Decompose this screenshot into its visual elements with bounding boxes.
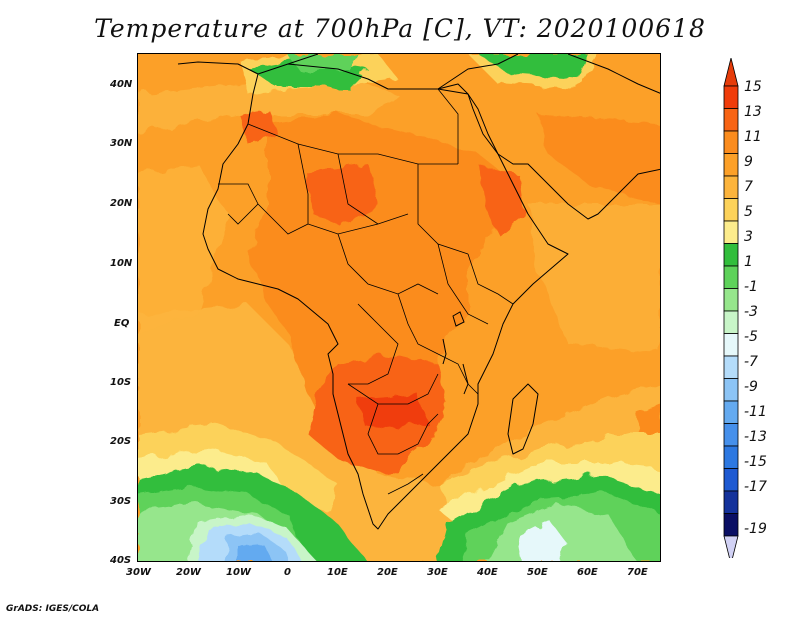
lat-label-30s: 30S bbox=[110, 496, 132, 507]
colorbar-box-9 bbox=[723, 288, 739, 312]
iberia-coast bbox=[177, 61, 259, 75]
lat-label-40s: 40S bbox=[110, 555, 132, 566]
colorbar-label-7: 7 bbox=[744, 179, 753, 195]
colorbar-label-minus17: -17 bbox=[744, 479, 767, 495]
lake-tanganyika bbox=[442, 338, 447, 365]
colorbar bbox=[723, 58, 739, 558]
colorbar-box-5 bbox=[723, 198, 739, 222]
colorbar-box-4 bbox=[723, 175, 739, 199]
lon-label-10w: 10W bbox=[226, 567, 251, 578]
colorbar-label-minus1: -1 bbox=[744, 279, 758, 295]
lat-label-10s: 10S bbox=[110, 377, 132, 388]
colorbar-label-15: 15 bbox=[744, 79, 762, 95]
red-sea-arabia-coast bbox=[437, 83, 660, 220]
madagascar-coastline bbox=[507, 383, 539, 455]
map-title: Temperature at 700hPa [C], VT: 202010061… bbox=[94, 14, 706, 43]
colorbar-label-9: 9 bbox=[744, 154, 753, 170]
lon-label-60e: 60E bbox=[577, 567, 598, 578]
colorbar-box-13 bbox=[723, 378, 739, 402]
colorbar-label-minus9: -9 bbox=[744, 379, 758, 395]
colorbar-label-minus5: -5 bbox=[744, 329, 758, 345]
persia-coast bbox=[567, 54, 660, 94]
lake-victoria bbox=[452, 311, 465, 327]
lon-label-70e: 70E bbox=[627, 567, 648, 578]
lon-label-0: 0 bbox=[284, 567, 291, 578]
colorbar-box-7 bbox=[723, 243, 739, 267]
lat-label-40n: 40N bbox=[110, 79, 133, 90]
field-minus5-to-minus3-se bbox=[518, 519, 568, 561]
colorbar-box-19 bbox=[723, 513, 739, 537]
colorbar-box-11 bbox=[723, 333, 739, 357]
colorbar-box-17 bbox=[723, 468, 739, 492]
colorbar-box-15 bbox=[723, 423, 739, 447]
field-11-to-13-arabia bbox=[538, 114, 660, 204]
lakes bbox=[442, 311, 469, 395]
grads-credit: GrADS: IGES/COLA bbox=[6, 604, 100, 614]
colorbar-box-10 bbox=[723, 310, 739, 334]
levant-coast bbox=[437, 54, 519, 90]
colorbar-label-1: 1 bbox=[744, 254, 753, 270]
colorbar-top-arrow bbox=[723, 58, 739, 87]
lon-label-20w: 20W bbox=[176, 567, 201, 578]
colorbar-box-3 bbox=[723, 153, 739, 177]
colorbar-label-minus13: -13 bbox=[744, 429, 767, 445]
colorbar-box-6 bbox=[723, 220, 739, 244]
colorbar-label-minus19: -19 bbox=[744, 521, 767, 537]
colorbar-box-16 bbox=[723, 445, 739, 469]
lake-malawi bbox=[462, 363, 469, 395]
field-7-to-9-indian bbox=[528, 204, 660, 354]
colorbar-box-12 bbox=[723, 355, 739, 379]
colorbar-label-minus11: -11 bbox=[744, 404, 767, 420]
lon-label-10e: 10E bbox=[327, 567, 348, 578]
colorbar-label-minus7: -7 bbox=[744, 354, 758, 370]
colorbar-label-3: 3 bbox=[744, 229, 753, 245]
colorbar-box-1 bbox=[723, 108, 739, 132]
field-13-to-15-sahara bbox=[308, 164, 378, 224]
lat-label-20n: 20N bbox=[110, 198, 133, 209]
lat-label-eq: EQ bbox=[114, 318, 130, 329]
country-borders bbox=[218, 88, 514, 495]
colorbar-label-minus15: -15 bbox=[744, 454, 767, 470]
lon-label-40e: 40E bbox=[477, 567, 498, 578]
africa-coastline bbox=[202, 63, 569, 530]
colorbar-bottom-arrow bbox=[723, 535, 739, 558]
lat-label-10n: 10N bbox=[110, 258, 133, 269]
lon-label-50e: 50E bbox=[527, 567, 548, 578]
lon-label-20e: 20E bbox=[377, 567, 398, 578]
colorbar-label-11: 11 bbox=[744, 129, 762, 145]
colorbar-box-0 bbox=[723, 85, 739, 109]
lon-label-30w: 30W bbox=[126, 567, 151, 578]
colorbar-box-14 bbox=[723, 400, 739, 424]
colorbar-label-13: 13 bbox=[744, 104, 762, 120]
coastlines bbox=[177, 54, 660, 530]
temperature-field bbox=[138, 54, 660, 561]
lon-label-30e: 30E bbox=[427, 567, 448, 578]
field-7-to-9-west bbox=[138, 164, 228, 334]
colorbar-box-2 bbox=[723, 130, 739, 154]
italy-coast bbox=[287, 54, 319, 65]
colorbar-label-5: 5 bbox=[744, 204, 753, 220]
temperature-map bbox=[137, 53, 661, 562]
field-13-to-15-morocco bbox=[238, 109, 278, 144]
field-minus1-to-1-north bbox=[288, 54, 358, 69]
colorbar-label-minus3: -3 bbox=[744, 304, 758, 320]
colorbar-box-18 bbox=[723, 490, 739, 514]
colorbar-box-8 bbox=[723, 265, 739, 289]
lat-label-20s: 20S bbox=[110, 436, 132, 447]
lat-label-30n: 30N bbox=[110, 138, 133, 149]
field-minus11-to-minus9 bbox=[238, 544, 272, 561]
